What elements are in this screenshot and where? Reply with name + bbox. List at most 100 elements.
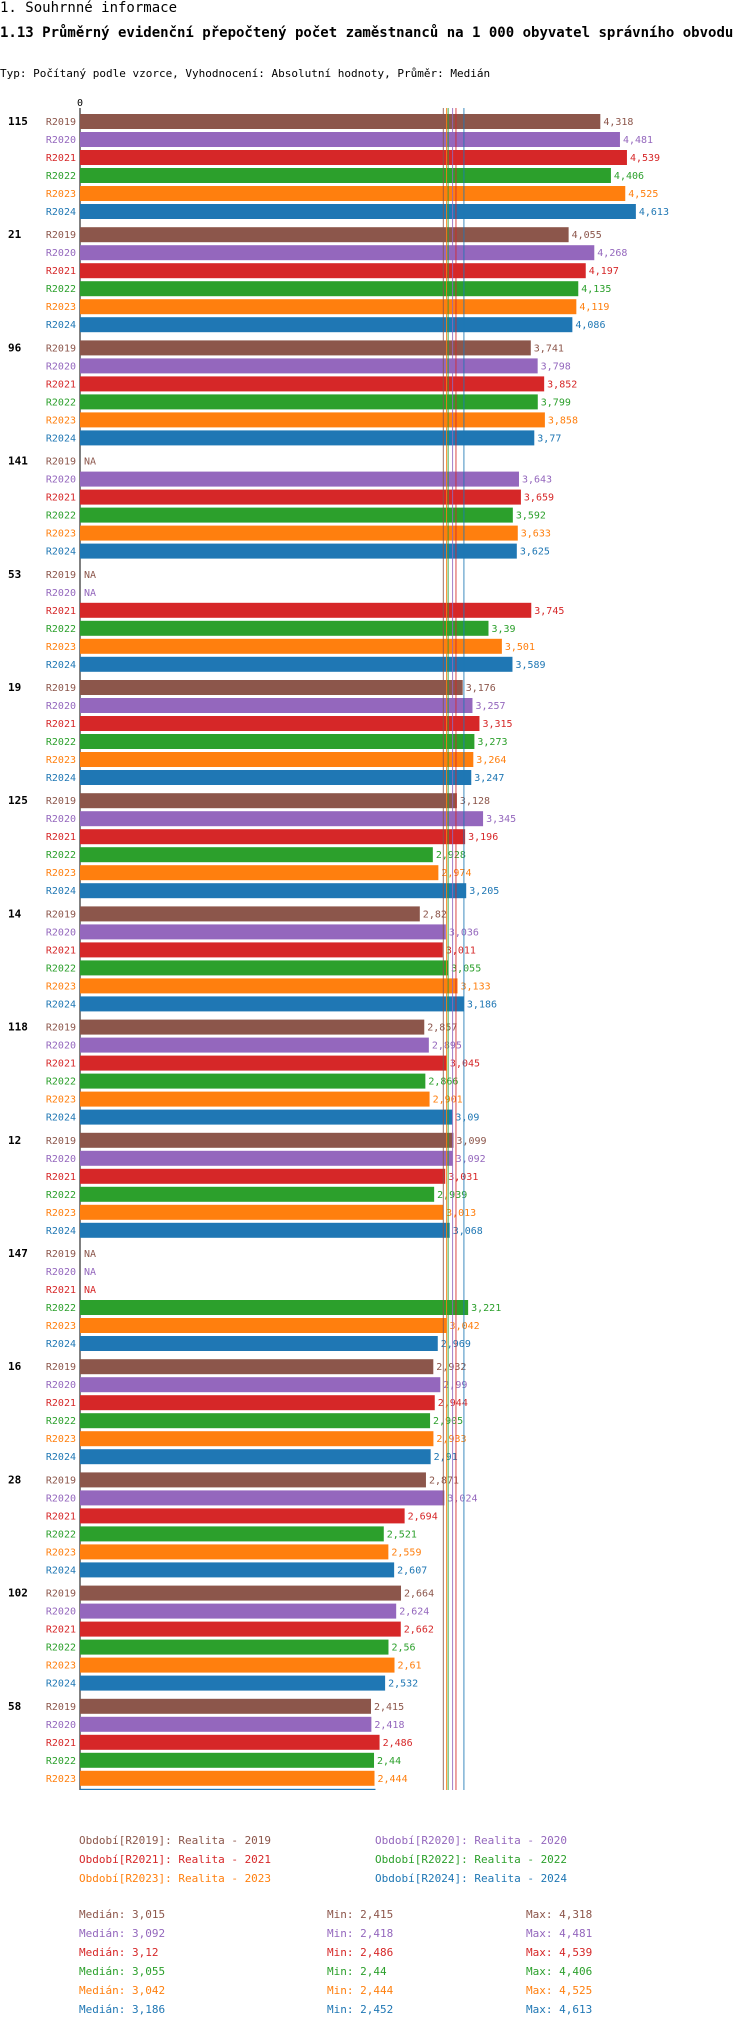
group-label: 118 — [8, 1021, 28, 1034]
bar — [80, 865, 439, 881]
series-row-label: R2024 — [46, 1339, 76, 1350]
series-row-label: R2022 — [46, 1643, 76, 1654]
bar — [80, 186, 626, 201]
data-label: 3,045 — [450, 1059, 480, 1070]
series-row-label: R2021 — [46, 1398, 76, 1409]
data-label: 3,264 — [476, 755, 506, 766]
bar — [80, 376, 545, 392]
bar — [80, 752, 474, 767]
bar — [80, 1222, 450, 1238]
bar — [80, 1526, 384, 1542]
data-label: 3,741 — [534, 343, 564, 354]
series-row-label: R2020 — [46, 927, 76, 938]
series-row-label: R2023 — [46, 1208, 76, 1219]
stat-min: Min: 2,452 — [327, 2003, 394, 2016]
data-label: 2,61 — [398, 1661, 422, 1672]
series-row-label: R2019 — [46, 457, 76, 468]
stat-min: Min: 2,44 — [327, 1965, 387, 1978]
data-label: 4,268 — [597, 248, 627, 259]
stat-min: Min: 2,418 — [327, 1927, 394, 1940]
series-row-label: R2022 — [46, 850, 76, 861]
data-label: 3,633 — [521, 529, 551, 540]
legend-item: Období[R2024]: Realita - 2024 — [375, 1872, 568, 1885]
data-label: 3,042 — [450, 1321, 480, 1332]
bar — [80, 1413, 431, 1429]
bar — [80, 620, 489, 636]
bar — [80, 811, 484, 827]
data-label: 3,011 — [446, 945, 476, 956]
bar — [80, 602, 532, 618]
series-row-label: R2019 — [46, 1589, 76, 1600]
bar — [80, 1752, 375, 1768]
series-row-label: R2021 — [46, 1172, 76, 1183]
series-row-label: R2024 — [46, 773, 76, 784]
series-row-label: R2020 — [46, 1380, 76, 1391]
series-row-label: R2021 — [46, 379, 76, 390]
stat-min: Min: 2,415 — [327, 1908, 394, 1921]
data-label: 2,44 — [377, 1756, 401, 1767]
bar — [80, 1675, 386, 1691]
bar — [80, 1055, 447, 1071]
group-label: 12 — [8, 1134, 21, 1147]
series-row-label: R2022 — [46, 397, 76, 408]
group-label: 125 — [8, 794, 28, 807]
bar — [80, 978, 458, 994]
series-row-label: R2019 — [46, 570, 76, 581]
series-row-label: R2023 — [46, 642, 76, 653]
data-label: 2,444 — [378, 1774, 408, 1785]
legend-item: Období[R2020]: Realita - 2020 — [375, 1834, 568, 1847]
bar — [80, 1449, 431, 1465]
na-label: NA — [84, 1249, 96, 1260]
series-row-label: R2023 — [46, 189, 76, 200]
data-label: 3,09 — [455, 1113, 479, 1124]
series-row-label: R2022 — [46, 284, 76, 295]
data-label: 3,798 — [541, 361, 571, 372]
group-label: 19 — [8, 681, 21, 694]
group-label: 14 — [8, 907, 22, 920]
bar — [80, 770, 472, 785]
series-row-label: R2024 — [46, 1226, 76, 1237]
stat-max: Max: 4,525 — [526, 1984, 593, 1997]
data-label: 2,486 — [383, 1738, 413, 1749]
bar — [80, 1186, 435, 1202]
bar — [80, 543, 517, 559]
series-row-label: R2023 — [46, 868, 76, 879]
data-label: 3,176 — [466, 683, 496, 694]
bar — [80, 1168, 446, 1184]
stat-max: Max: 4,613 — [526, 2003, 593, 2016]
na-label: NA — [84, 1267, 96, 1278]
series-row-label: R2021 — [46, 1511, 76, 1522]
bar — [80, 150, 627, 165]
data-label: 4,539 — [630, 153, 660, 164]
bar — [80, 1204, 444, 1220]
legend-item: Období[R2023]: Realita - 2023 — [79, 1872, 272, 1885]
data-label: 3,068 — [453, 1226, 483, 1237]
bar — [80, 680, 463, 695]
bar — [80, 358, 538, 374]
data-label: 3,643 — [522, 475, 552, 486]
data-label: 2,871 — [429, 1475, 459, 1486]
series-row-label: R2022 — [46, 1190, 76, 1201]
data-label: 2,82 — [423, 909, 447, 920]
data-label: 3,196 — [468, 832, 498, 843]
series-row-label: R2020 — [46, 475, 76, 486]
series-row-label: R2019 — [46, 909, 76, 920]
series-row-label: R2019 — [46, 343, 76, 354]
group-label: 58 — [8, 1700, 21, 1713]
series-row-label: R2021 — [46, 945, 76, 956]
data-label: 3,345 — [486, 814, 516, 825]
bar — [80, 638, 502, 654]
series-row-label: R2023 — [46, 1321, 76, 1332]
bar — [80, 1716, 372, 1732]
series-row-label: R2024 — [46, 1679, 76, 1690]
data-label: 3,128 — [460, 796, 490, 807]
data-label: 3,625 — [520, 547, 550, 558]
bar — [80, 1788, 376, 1790]
stat-max: Max: 4,406 — [526, 1965, 593, 1978]
series-row-label: R2024 — [46, 547, 76, 558]
series-row-label: R2020 — [46, 1607, 76, 1618]
bar — [80, 960, 449, 976]
data-label: 3,858 — [548, 415, 578, 426]
page-title: 1.13 Průměrný evidenční přepočtený počet… — [0, 25, 734, 41]
stat-median: Medián: 3,055 — [79, 1965, 166, 1978]
